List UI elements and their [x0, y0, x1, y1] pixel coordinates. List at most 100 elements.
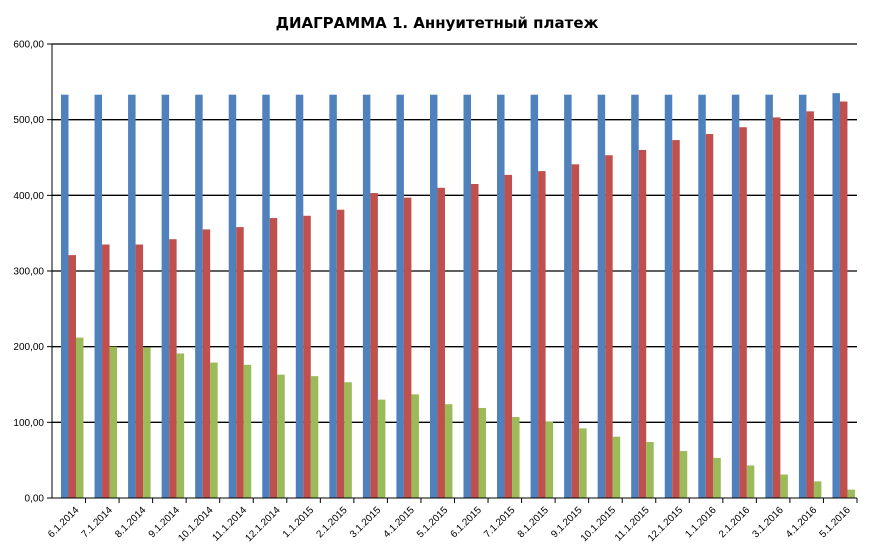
- y-tick-label: 100,00: [13, 418, 44, 429]
- bar-series-2: [672, 140, 680, 498]
- bar-series-3: [746, 465, 755, 498]
- bar-series-2: [403, 197, 412, 498]
- bar-series-1: [195, 94, 203, 499]
- x-tick-label: 4.1.2015: [382, 505, 418, 541]
- bar-series-3: [411, 394, 419, 498]
- bar-series-1: [429, 94, 438, 499]
- x-tick-label: 10.1.2015: [579, 505, 619, 545]
- bar-series-1: [295, 94, 304, 499]
- bar-series-1: [731, 94, 740, 499]
- bar-series-1: [228, 94, 237, 499]
- x-tick-label: 7.1.2015: [482, 505, 518, 541]
- bar-series-2: [739, 127, 747, 498]
- bar-series-2: [135, 244, 144, 498]
- x-tick-label: 10.1.2014: [176, 505, 216, 545]
- x-tick-label: 3.1.2015: [348, 505, 384, 541]
- x-tick-label: 6.1.2015: [449, 505, 485, 541]
- y-axis-ticks: 0,00 100,00 200,00 300,00 400,00 500,00 600,00: [13, 40, 52, 505]
- bar-series-1: [497, 94, 505, 499]
- bar-series-3: [243, 364, 252, 498]
- x-tick-label: 12.1.2014: [243, 505, 283, 545]
- bar-series-2: [839, 101, 848, 499]
- bar-series-3: [545, 421, 554, 498]
- x-tick-label: 7.1.2014: [80, 505, 116, 541]
- bar-series-2: [370, 193, 378, 498]
- bar-series-2: [605, 155, 613, 499]
- bar-series-1: [329, 94, 337, 499]
- bar-series-2: [269, 218, 278, 499]
- bar-series-2: [638, 149, 647, 498]
- bar-series-3: [579, 428, 587, 498]
- bar-series-2: [303, 215, 311, 498]
- bar-series-2: [806, 111, 814, 499]
- y-tick-label: 600,00: [13, 40, 44, 51]
- bar-series-2: [437, 187, 445, 498]
- bar-series-1: [798, 94, 807, 499]
- bar-series-1: [765, 94, 773, 499]
- bar-series-2: [504, 174, 513, 499]
- bar-series-1: [396, 94, 404, 499]
- bar-series-2: [236, 227, 244, 498]
- bar-series-2: [571, 164, 580, 498]
- bar-series-1: [262, 94, 270, 499]
- bar-series-3: [76, 337, 84, 498]
- y-tick-label: 300,00: [13, 267, 44, 278]
- x-tick-label: 6.1.2014: [46, 505, 82, 541]
- bar-series-1: [161, 94, 170, 499]
- bar-series-1: [832, 93, 840, 498]
- y-tick-label: 400,00: [13, 191, 44, 202]
- x-axis-ticks: 6.1.20147.1.20148.1.20149.1.201410.1.201…: [46, 498, 858, 545]
- bar-series-1: [463, 94, 471, 499]
- bar-series-3: [780, 474, 788, 498]
- bar-series-1: [61, 94, 69, 499]
- bar-series-3: [143, 347, 151, 498]
- gridlines: [52, 43, 857, 423]
- bar-series-3: [813, 481, 822, 498]
- bar-series-3: [512, 417, 520, 498]
- x-tick-label: 12.1.2015: [646, 505, 686, 545]
- bar-series-1: [664, 94, 673, 499]
- y-tick-label: 500,00: [13, 115, 44, 126]
- bar-series-1: [631, 94, 639, 499]
- x-tick-label: 5.1.2016: [818, 505, 854, 541]
- x-tick-label: 8.1.2015: [516, 505, 552, 541]
- bar-series-3: [176, 353, 185, 498]
- bar-series-3: [310, 376, 319, 498]
- bar-series-2: [68, 255, 76, 498]
- bar-series-2: [471, 183, 479, 498]
- bar-series-2: [336, 209, 345, 498]
- bar-series-1: [564, 94, 572, 499]
- x-tick-label: 4.1.2016: [784, 505, 820, 541]
- bar-series-2: [202, 229, 211, 498]
- bar-series-3: [109, 346, 118, 498]
- bar-series-3: [713, 457, 721, 498]
- bar-series-1: [362, 94, 371, 499]
- y-tick-label: 0,00: [25, 494, 45, 505]
- x-tick-label: 5.1.2015: [415, 505, 451, 541]
- bar-series-3: [612, 436, 621, 498]
- bar-series-2: [538, 171, 546, 498]
- x-tick-label: 3.1.2016: [750, 505, 786, 541]
- x-tick-label: 2.1.2015: [314, 505, 350, 541]
- chart-title: ДИАГРАММА 1. Аннуитетный платеж: [276, 14, 599, 32]
- bar-series-3: [377, 399, 386, 498]
- x-tick-label: 2.1.2016: [717, 505, 753, 541]
- bar-series-3: [210, 362, 218, 498]
- bar-series-2: [772, 117, 781, 498]
- bar-series-1: [698, 94, 706, 499]
- y-tick-label: 200,00: [13, 342, 44, 353]
- bar-series-3: [847, 489, 855, 498]
- bar-series-3: [679, 451, 688, 498]
- bar-series-1: [530, 94, 539, 499]
- x-tick-label: 8.1.2014: [113, 505, 149, 541]
- bar-series-1: [128, 94, 136, 499]
- bar-series-2: [102, 244, 110, 498]
- bar-series-1: [597, 94, 606, 499]
- bar-series-1: [94, 94, 103, 499]
- bar-series-3: [444, 404, 453, 498]
- x-tick-label: 1.1.2016: [683, 505, 719, 541]
- bar-series-3: [646, 442, 654, 498]
- bar-series-2: [705, 134, 714, 498]
- bars: [61, 93, 855, 499]
